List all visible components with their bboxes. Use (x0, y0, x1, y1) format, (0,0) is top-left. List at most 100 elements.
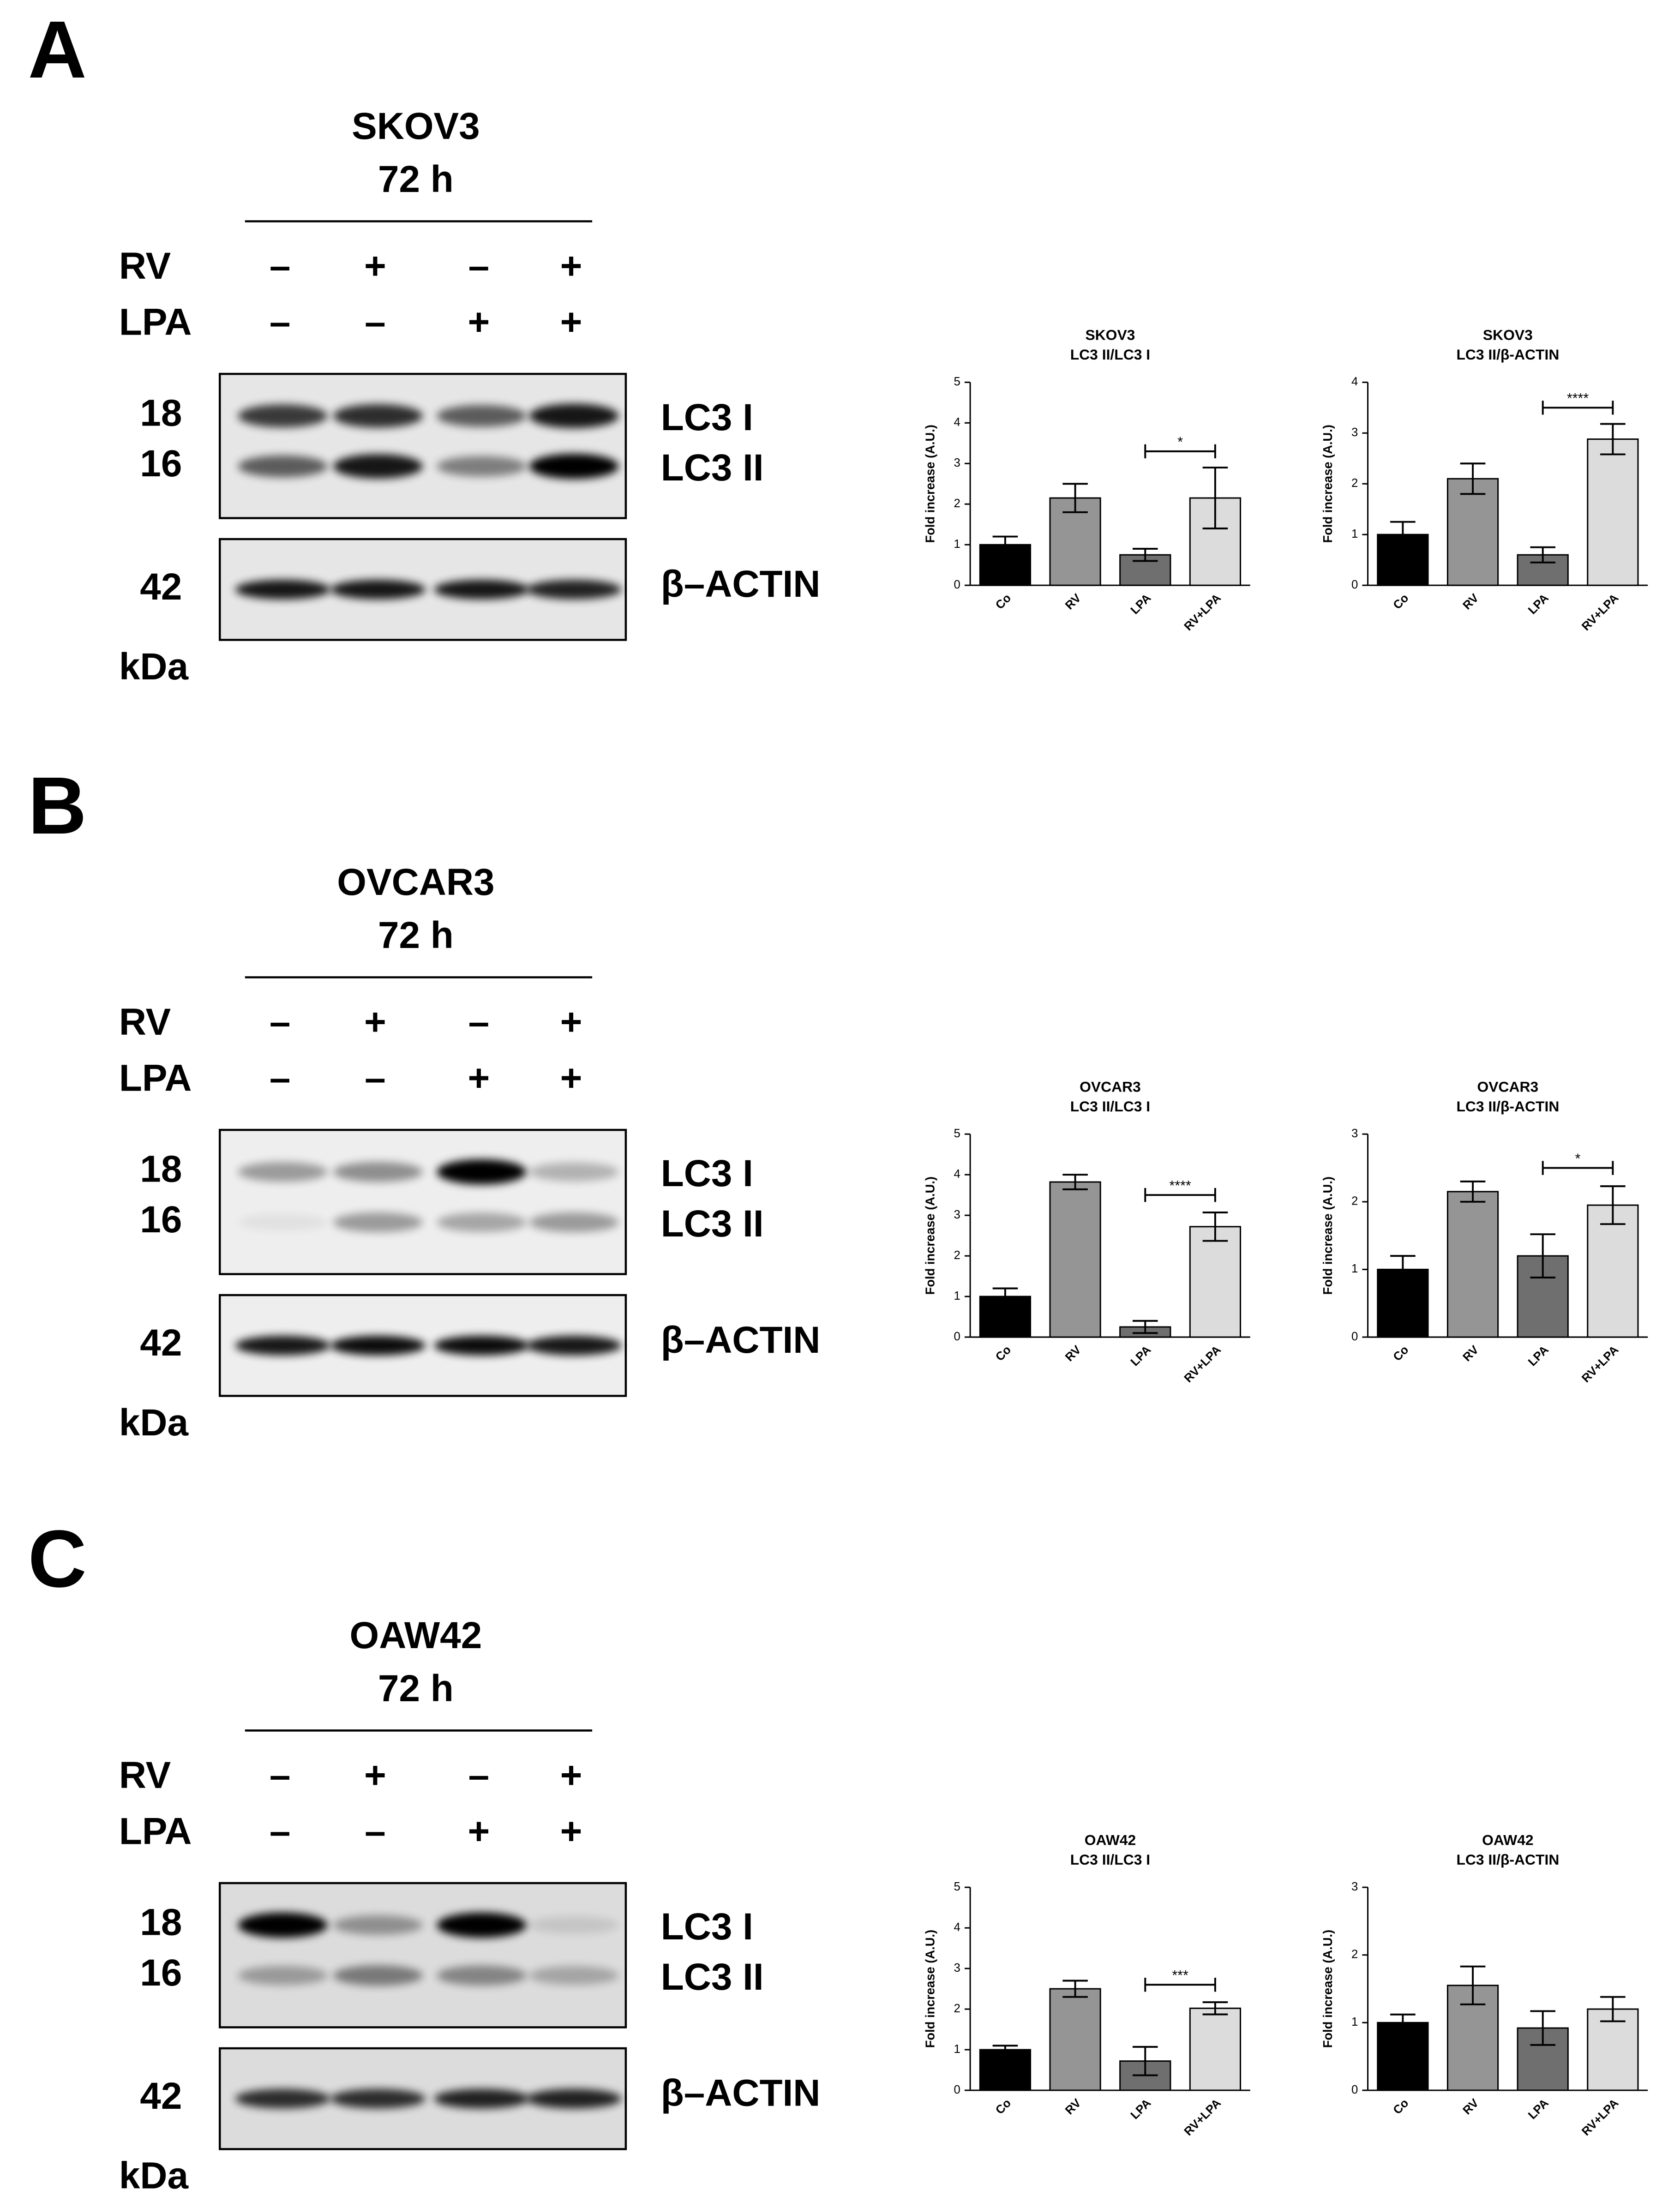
chart-subtitle: LC3 II/β-ACTIN (1456, 1098, 1559, 1115)
treatment-sign: + (560, 245, 582, 287)
y-tick-label: 3 (954, 456, 960, 469)
panel-letter: B (28, 761, 87, 851)
chart-title: OVCAR3 (1477, 1079, 1539, 1095)
y-tick-label: 2 (954, 497, 960, 510)
band (526, 2088, 622, 2109)
mw-marker: 42 (140, 566, 182, 608)
blot-box (218, 372, 627, 519)
x-tick-label: Co (1391, 1344, 1411, 1364)
treatment-sign: + (468, 301, 490, 343)
y-tick-label: 3 (1351, 1880, 1358, 1893)
band (235, 2088, 330, 2109)
band-label: LC3 I (661, 1152, 753, 1194)
band (529, 454, 619, 479)
y-tick-label: 2 (1351, 1195, 1358, 1208)
y-tick-label: 3 (1351, 1127, 1358, 1140)
y-tick-label: 5 (954, 375, 960, 388)
treatment-sign: – (365, 301, 386, 343)
blot-box (218, 1882, 627, 2028)
y-tick-label: 1 (954, 538, 960, 551)
y-tick-label: 2 (954, 1249, 960, 1262)
y-axis-label: Fold increase (A.U.) (923, 1930, 937, 2048)
significance-label: *** (1172, 1968, 1188, 1983)
y-tick-label: 5 (954, 1880, 960, 1893)
treatment-label: RV (119, 1001, 171, 1043)
x-tick-label: RV (1063, 1343, 1084, 1364)
band (529, 1916, 619, 1934)
y-tick-label: 2 (1351, 477, 1358, 490)
treatment-sign: – (365, 1057, 386, 1099)
mw-marker: 42 (140, 2075, 182, 2117)
blot-title: OVCAR3 (337, 861, 494, 903)
chart-title: OVCAR3 (1080, 1079, 1141, 1095)
blot-title: OAW42 (350, 1614, 482, 1656)
band (333, 454, 423, 479)
treatment-sign: – (270, 301, 291, 343)
treatment-sign: + (468, 1811, 490, 1853)
band (529, 1966, 619, 1985)
y-tick-label: 3 (954, 1208, 960, 1221)
bar (1446, 478, 1499, 586)
blot-time: 72 h (378, 1668, 454, 1710)
y-tick-label: 4 (954, 1921, 960, 1934)
x-tick-label: LPA (1128, 2097, 1154, 2122)
x-tick-label: RV (1460, 591, 1481, 612)
x-tick-label: RV+LPA (1182, 592, 1224, 634)
y-tick-label: 0 (1351, 1330, 1358, 1343)
chart-subtitle: LC3 II/β-ACTIN (1456, 1851, 1559, 1868)
treatment-label: RV (119, 1754, 171, 1796)
band (437, 1212, 527, 1232)
bar (1446, 1191, 1499, 1338)
y-axis-label: Fold increase (A.U.) (1320, 1930, 1335, 2048)
y-tick-label: 3 (1351, 426, 1358, 439)
treatment-label: LPA (119, 1811, 192, 1853)
unit-label: kDa (119, 646, 189, 688)
chart-title: SKOV3 (1483, 327, 1533, 343)
band (526, 1336, 622, 1356)
x-tick-label: Co (1391, 2097, 1411, 2117)
treatment-sign: + (364, 1001, 386, 1043)
band-label: LC3 II (661, 447, 764, 489)
x-tick-label: RV+LPA (1579, 2097, 1621, 2139)
mw-marker: 18 (140, 1148, 182, 1190)
band (330, 580, 426, 600)
significance-label: * (1575, 1151, 1581, 1166)
band (330, 1336, 426, 1356)
unit-label: kDa (119, 2155, 189, 2197)
x-tick-label: Co (993, 1344, 1014, 1364)
band (529, 1212, 619, 1232)
band (437, 405, 527, 427)
bar (1049, 1988, 1101, 2091)
y-tick-label: 1 (954, 2043, 960, 2056)
band (238, 404, 328, 428)
x-tick-label: Co (993, 592, 1014, 612)
treatment-sign: – (365, 1811, 386, 1853)
treatment-sign: – (270, 1057, 291, 1099)
treatment-sign: + (560, 1811, 582, 1853)
bar (1049, 1181, 1101, 1338)
y-tick-label: 4 (954, 416, 960, 429)
panel-letter: C (28, 1514, 87, 1604)
treatment-sign: – (270, 1754, 291, 1796)
bar (1587, 1204, 1639, 1338)
band-label: LC3 II (661, 1203, 764, 1245)
x-tick-label: LPA (1526, 592, 1551, 617)
band (238, 1213, 328, 1231)
y-tick-label: 0 (954, 578, 960, 591)
blot-time: 72 h (378, 914, 454, 956)
y-tick-label: 0 (1351, 578, 1358, 591)
chart-title: OAW42 (1482, 1831, 1533, 1848)
blot-box (218, 1128, 627, 1275)
mw-marker: 16 (140, 443, 182, 485)
treatment-sign: + (560, 1001, 582, 1043)
band (235, 1336, 330, 1356)
y-tick-label: 2 (1351, 1948, 1358, 1961)
y-axis-label: Fold increase (A.U.) (923, 425, 937, 543)
blot-time: 72 h (378, 158, 454, 200)
band (333, 404, 423, 428)
y-tick-label: 1 (1351, 1262, 1358, 1275)
band (434, 580, 529, 600)
band-label: β–ACTIN (661, 563, 821, 605)
